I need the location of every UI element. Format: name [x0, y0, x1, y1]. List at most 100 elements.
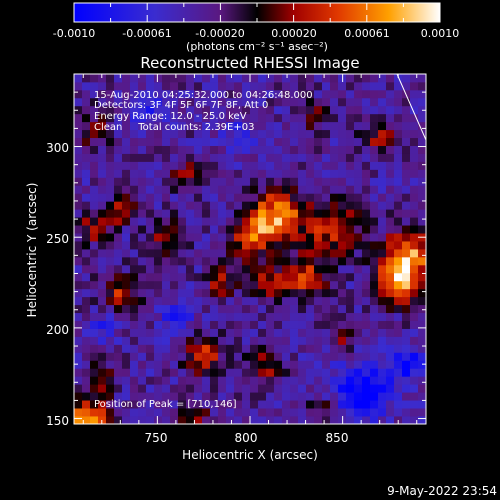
heatmap-cell: [130, 304, 139, 314]
heatmap-cell: [338, 360, 347, 369]
heatmap-cell: [130, 74, 139, 83]
heatmap-cell: [306, 344, 315, 353]
heatmap-cell: [330, 288, 339, 298]
heatmap-cell: [418, 169, 427, 178]
heatmap-cell: [114, 169, 123, 178]
heatmap-cell: [114, 129, 123, 139]
heatmap-cell: [194, 272, 203, 282]
heatmap-cell: [162, 113, 171, 123]
heatmap-cell: [226, 384, 235, 393]
heatmap-cell: [234, 185, 243, 194]
heatmap-cell: [362, 153, 371, 162]
heatmap-cell: [354, 105, 363, 115]
heatmap-cell: [122, 304, 131, 314]
heatmap-cell: [314, 280, 323, 290]
heatmap-cell: [386, 74, 395, 83]
heatmap-cell: [202, 169, 211, 178]
heatmap-cell: [362, 376, 371, 385]
heatmap-cell: [322, 217, 331, 226]
heatmap-cell: [354, 121, 363, 131]
heatmap-cell: [122, 416, 131, 425]
heatmap-cell: [330, 217, 339, 226]
heatmap-cell: [282, 312, 291, 321]
heatmap-cell: [330, 408, 339, 417]
colorbar-tick-0: -0.0010: [53, 27, 95, 40]
heatmap-cell: [346, 256, 355, 266]
heatmap-cell: [386, 400, 395, 409]
heatmap-cell: [282, 137, 291, 146]
heatmap-cell: [258, 169, 267, 178]
heatmap-cell: [410, 233, 419, 242]
heatmap-cell: [410, 360, 419, 369]
heatmap-cell: [298, 288, 307, 298]
heatmap-cell: [394, 177, 403, 186]
heatmap-cell: [106, 145, 115, 154]
heatmap-cell: [378, 336, 387, 345]
heatmap-cell: [90, 209, 99, 218]
heatmap-cell: [234, 209, 243, 218]
heatmap-cell: [122, 312, 131, 321]
heatmap-cell: [314, 225, 323, 234]
heatmap-cell: [378, 233, 387, 242]
heatmap-cell: [306, 81, 315, 91]
heatmap-cell: [394, 360, 403, 369]
heatmap-cell: [362, 408, 371, 417]
heatmap-cell: [114, 233, 123, 242]
heatmap-cell: [186, 384, 195, 393]
heatmap-cell: [378, 360, 387, 369]
heatmap-cell: [250, 249, 259, 258]
heatmap-cell: [386, 121, 395, 131]
heatmap-cell: [338, 169, 347, 178]
heatmap-cell: [306, 400, 315, 409]
heatmap-cell: [402, 256, 411, 266]
heatmap-cell: [130, 129, 139, 139]
heatmap-cell: [242, 312, 251, 321]
heatmap-cell: [226, 121, 235, 131]
heatmap-cell: [202, 209, 211, 218]
heatmap-cell: [314, 360, 323, 369]
heatmap-cell: [138, 304, 147, 314]
heatmap-cell: [146, 105, 155, 115]
heatmap-cell: [314, 121, 323, 131]
heatmap-cell: [170, 264, 179, 274]
heatmap-cell: [298, 89, 307, 99]
heatmap-cell: [218, 113, 227, 123]
heatmap-cell: [106, 304, 115, 314]
heatmap-cell: [154, 249, 163, 258]
heatmap-cell: [298, 256, 307, 266]
heatmap-cell: [186, 408, 195, 417]
heatmap-cell: [394, 225, 403, 234]
heatmap-cell: [250, 368, 259, 377]
heatmap-cell: [162, 352, 171, 361]
heatmap-cell: [402, 201, 411, 210]
heatmap-cell: [122, 177, 131, 186]
heatmap-cell: [290, 177, 299, 186]
heatmap-cell: [90, 129, 99, 139]
heatmap-cell: [258, 217, 267, 226]
heatmap-cell: [322, 416, 331, 425]
heatmap-cell: [338, 185, 347, 194]
heatmap-cell: [418, 384, 427, 393]
heatmap-cell: [218, 153, 227, 162]
heatmap-cell: [338, 272, 347, 282]
heatmap-cell: [322, 81, 331, 91]
heatmap-cell: [418, 368, 427, 377]
heatmap-cell: [194, 74, 203, 83]
heatmap-cell: [146, 320, 155, 329]
heatmap-cell: [354, 137, 363, 146]
heatmap-cell: [274, 169, 283, 178]
heatmap-cell: [130, 376, 139, 385]
heatmap-cell: [290, 392, 299, 401]
heatmap-cell: [90, 360, 99, 369]
heatmap-cell: [90, 368, 99, 377]
heatmap-cell: [378, 256, 387, 266]
footer-date: 9-May-2022 23:54: [387, 484, 497, 498]
heatmap-cell: [282, 153, 291, 162]
heatmap-cell: [402, 97, 411, 107]
heatmap-cell: [74, 249, 83, 258]
heatmap-cell: [322, 392, 331, 401]
heatmap-cell: [114, 384, 123, 393]
heatmap-cell: [242, 241, 251, 250]
heatmap-cell: [338, 304, 347, 314]
heatmap-cell: [226, 400, 235, 409]
